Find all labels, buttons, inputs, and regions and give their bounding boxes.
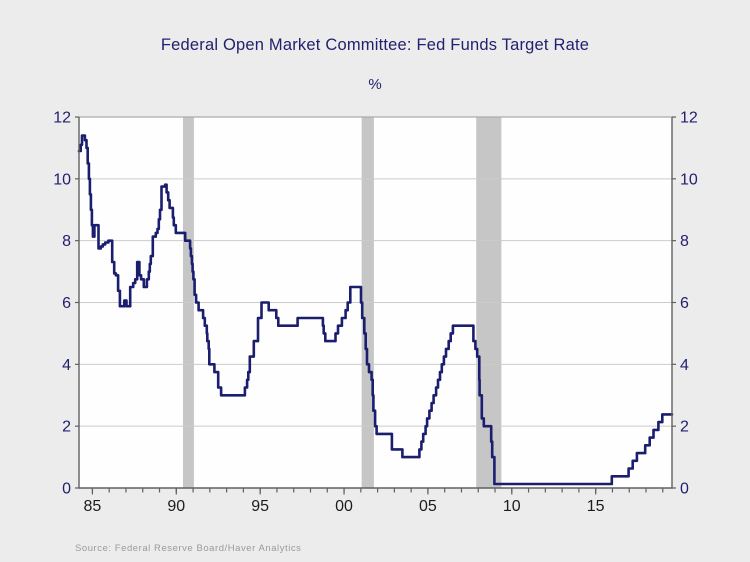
y-tick-label-left: 12: [53, 110, 71, 127]
y-tick-label-left: 4: [62, 357, 71, 374]
y-tick-label-right: 4: [680, 357, 689, 374]
y-tick-label-right: 10: [680, 171, 698, 188]
y-tick-label-left: 8: [62, 233, 71, 250]
chart-title: Federal Open Market Committee: Fed Funds…: [160, 36, 590, 54]
x-tick-label: 00: [335, 498, 353, 515]
y-tick-label-left: 6: [62, 295, 71, 312]
y-tick-label-left: 10: [53, 171, 71, 188]
y-tick-label-right: 8: [680, 233, 689, 250]
source-note: Source: Federal Reserve Board/Haver Anal…: [75, 543, 302, 554]
x-tick-label: 15: [587, 498, 605, 515]
x-tick-label: 05: [419, 498, 437, 515]
y-tick-label-right: 0: [680, 481, 689, 498]
y-tick-label-left: 2: [62, 419, 71, 436]
x-tick-label: 90: [167, 498, 185, 515]
y-tick-label-right: 6: [680, 295, 689, 312]
x-tick-label: 95: [251, 498, 269, 515]
series-line-fed-funds-target: [77, 134, 674, 486]
x-tick-label: 10: [503, 498, 521, 515]
y-tick-label-left: 0: [62, 481, 71, 498]
x-tick-label: 85: [84, 498, 102, 515]
y-tick-label-right: 12: [680, 110, 698, 127]
chart-unit-label: %: [368, 76, 382, 93]
y-tick-label-right: 2: [680, 419, 689, 436]
